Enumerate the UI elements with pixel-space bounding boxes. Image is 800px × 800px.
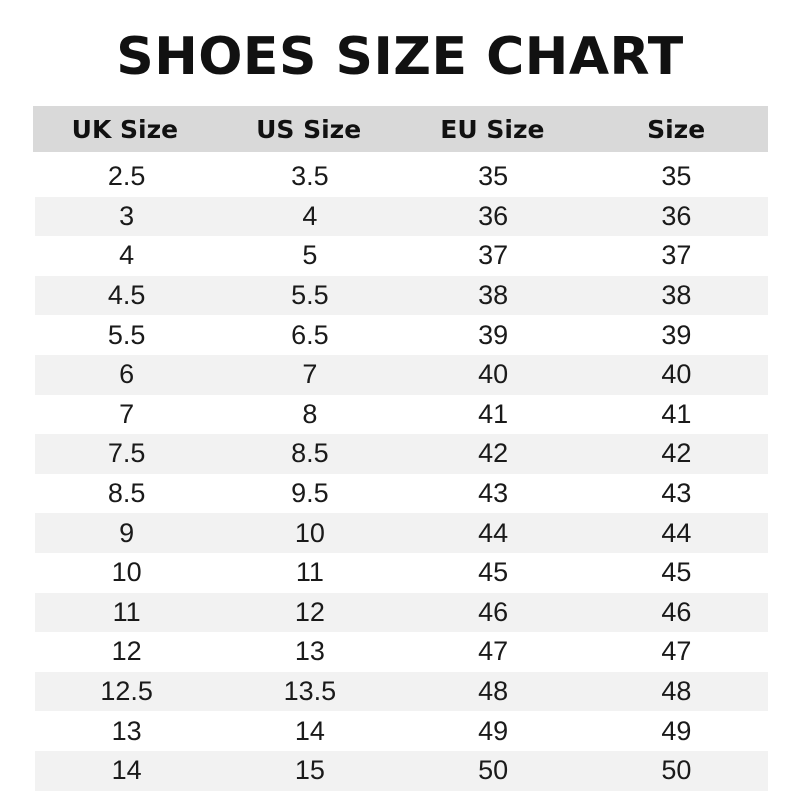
cell-eu: 36 (478, 200, 509, 231)
table-header: UK Size US Size EU Size Size (33, 106, 768, 152)
cell-us: 5.5 (291, 280, 329, 311)
cell-eu: 37 (478, 240, 509, 271)
cell-size: 47 (661, 636, 692, 667)
cell-size: 40 (661, 359, 692, 390)
cell-us: 6.5 (291, 319, 329, 350)
cell-us: 10 (294, 517, 325, 548)
cell-uk: 11 (112, 596, 141, 627)
cell-size: 36 (661, 200, 692, 231)
cell-size: 48 (661, 676, 692, 707)
table-row: 4 5 37 37 (35, 236, 768, 276)
cell-eu: 44 (478, 517, 509, 548)
cell-uk: 6 (119, 359, 135, 390)
table-row: 3 4 36 36 (35, 196, 768, 237)
cell-us: 14 (294, 715, 325, 746)
cell-size: 35 (661, 161, 692, 192)
table-row: 12.5 13.5 48 48 (35, 671, 768, 712)
cell-us: 11 (295, 557, 324, 588)
cell-size: 46 (661, 596, 692, 627)
table-row: 7.5 8.5 42 42 (35, 434, 768, 474)
table-row: 8.5 9.5 43 43 (35, 474, 768, 514)
cell-uk: 3 (119, 200, 135, 231)
table-row: 12 13 47 47 (35, 632, 768, 672)
cell-uk: 5.5 (107, 319, 146, 350)
cell-us: 13.5 (283, 676, 337, 707)
table-body: 2.5 3.5 35 35 3 4 36 36 4 5 37 37 4.5 5.5 38 38 5.5 6.5 39… (33, 157, 768, 791)
column-header-uk: UK Size (71, 114, 179, 144)
cell-us: 15 (294, 755, 325, 786)
table-row: 4.5 5.5 38 38 (35, 275, 768, 316)
table-row: 2.5 3.5 35 35 (35, 157, 768, 197)
cell-eu: 48 (478, 676, 509, 707)
cell-us: 12 (294, 596, 325, 627)
cell-uk: 8.5 (107, 478, 146, 509)
cell-uk: 4 (119, 240, 135, 271)
table-row: 6 7 40 40 (35, 354, 768, 395)
column-header-us: US Size (256, 114, 362, 144)
cell-size: 38 (661, 280, 692, 311)
table-row: 14 15 50 50 (35, 750, 768, 791)
cell-uk: 12.5 (100, 676, 153, 707)
cell-eu: 45 (478, 557, 509, 588)
cell-uk: 10 (111, 557, 142, 588)
column-header-size: Size (647, 114, 706, 144)
cell-uk: 7.5 (107, 438, 146, 469)
column-header-eu: EU Size (440, 114, 545, 144)
cell-eu: 46 (478, 596, 509, 627)
cell-uk: 14 (111, 755, 142, 786)
cell-size: 39 (661, 319, 692, 350)
cell-eu: 38 (478, 280, 509, 311)
cell-size: 41 (661, 398, 692, 429)
cell-uk: 7 (119, 398, 135, 429)
table-row: 13 14 49 49 (35, 711, 768, 751)
cell-us: 8.5 (291, 438, 329, 469)
cell-size: 44 (661, 517, 692, 548)
cell-us: 4 (302, 200, 318, 231)
cell-uk: 13 (111, 715, 142, 746)
cell-size: 49 (661, 715, 692, 746)
cell-uk: 9 (119, 517, 135, 548)
table-row: 7 8 41 41 (35, 395, 768, 435)
cell-eu: 35 (478, 161, 509, 192)
table-row: 9 10 44 44 (35, 513, 768, 553)
cell-us: 13 (294, 636, 325, 667)
cell-uk: 12 (111, 636, 142, 667)
cell-us: 9.5 (291, 478, 329, 509)
table-row: 10 11 45 45 (35, 553, 768, 593)
cell-eu: 49 (478, 715, 509, 746)
cell-eu: 47 (478, 636, 509, 667)
cell-eu: 43 (478, 478, 509, 509)
cell-eu: 40 (478, 359, 509, 390)
cell-us: 7 (302, 359, 318, 390)
cell-eu: 42 (478, 438, 509, 469)
page-title: SHOES SIZE CHART (116, 27, 684, 87)
cell-us: 5 (302, 240, 318, 271)
cell-us: 3.5 (291, 161, 329, 192)
cell-eu: 50 (478, 755, 509, 786)
table-row: 5.5 6.5 39 39 (35, 315, 768, 355)
table-row: 11 12 46 46 (35, 592, 768, 633)
cell-size: 45 (661, 557, 692, 588)
cell-size: 50 (661, 755, 692, 786)
cell-eu: 41 (478, 398, 509, 429)
cell-uk: 2.5 (107, 161, 146, 192)
cell-us: 8 (302, 398, 318, 429)
cell-size: 43 (661, 478, 692, 509)
cell-eu: 39 (478, 319, 509, 350)
cell-size: 42 (661, 438, 692, 469)
size-table: UK Size US Size EU Size Size 2.5 3.5 35 35 3… (33, 106, 768, 791)
cell-size: 37 (661, 240, 692, 271)
cell-uk: 4.5 (107, 280, 146, 311)
